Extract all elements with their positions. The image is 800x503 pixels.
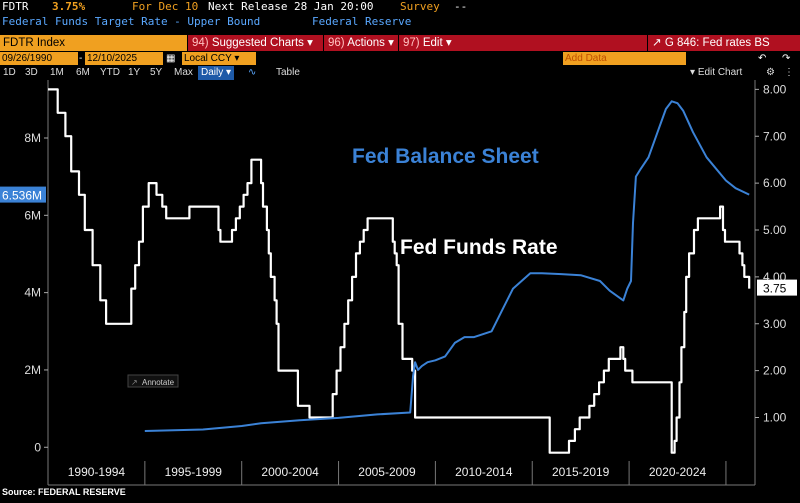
menu-number: 94) xyxy=(192,37,209,49)
ticker-label: FDTR xyxy=(2,0,29,13)
balance-sheet-line xyxy=(144,100,750,432)
undo-icon[interactable]: ↶ xyxy=(758,53,767,64)
start-date-field[interactable]: 09/26/1990 xyxy=(0,52,78,65)
currency-select[interactable]: Local CCY ▾ xyxy=(182,52,256,65)
ffr-current-badge xyxy=(757,279,797,296)
chart-id-box[interactable]: ↗ G 846: Fed rates BS xyxy=(648,35,800,51)
right-tick-label: 7.00 xyxy=(763,129,787,143)
launch-icon: ↗ xyxy=(652,37,662,49)
x-tick-label: 2015-2019 xyxy=(552,465,610,479)
chevron-down-icon: ▾ xyxy=(445,37,452,49)
redo-icon[interactable]: ↷ xyxy=(782,53,791,64)
period-ytd[interactable]: YTD xyxy=(100,67,120,78)
annotate-button[interactable]: ↗ Annotate xyxy=(127,374,179,388)
next-release-value: 28 Jan 20:00 xyxy=(294,0,374,13)
period-max[interactable]: Max xyxy=(174,67,193,78)
period-1m[interactable]: 1M xyxy=(50,67,64,78)
survey-label: Survey xyxy=(400,0,440,13)
period-1y[interactable]: 1Y xyxy=(128,67,141,78)
right-tick-label: 3.00 xyxy=(763,317,787,331)
menu-number: 97) xyxy=(403,37,420,49)
fed-funds-rate-line xyxy=(48,88,751,454)
security-label: FDTR Index xyxy=(3,37,65,49)
currency-label: Local CCY xyxy=(184,53,232,64)
period-1d[interactable]: 1D xyxy=(3,67,16,78)
actions-menu[interactable]: 96) Actions ▾ xyxy=(324,35,398,51)
period-toolbar: 1D 3D 1M 6M YTD 1Y 5Y Max Daily ▾ ∿ Tabl… xyxy=(0,66,800,80)
annotate-icon: ↗ xyxy=(131,378,138,387)
date-toolbar: 09/26/1990 - 12/10/2025 ▦ Local CCY ▾ Ad… xyxy=(0,52,800,65)
fed-funds-series-label: Fed Funds Rate xyxy=(400,236,558,259)
left-tick-label: 2M xyxy=(24,363,41,377)
x-tick-label: 1990-1994 xyxy=(68,465,126,479)
survey-value: -- xyxy=(454,0,468,13)
left-tick-label: 4M xyxy=(24,286,41,300)
release-for: For Dec 10 xyxy=(132,0,199,13)
edit-label: Edit xyxy=(422,37,443,49)
left-tick-label: 0 xyxy=(34,440,41,454)
calendar-icon[interactable]: ▦ xyxy=(166,53,176,64)
source-footer: Source: FEDERAL RESERVE xyxy=(2,487,126,497)
suggested-charts-label: Suggested Charts xyxy=(211,37,304,49)
ffr-current-value: 3.75 xyxy=(763,282,787,296)
x-tick-label: 1995-1999 xyxy=(165,465,223,479)
line-chart-icon[interactable]: ∿ xyxy=(248,67,257,78)
chart-axes: 02M4M6M8M1.002.003.004.005.006.007.008.0… xyxy=(24,80,787,486)
edit-chart-label: Edit Chart xyxy=(697,67,743,78)
balance-sheet-current-value: 6.536M xyxy=(2,189,42,203)
chart-labels: Fed Balance Sheet Fed Funds Rate ↗ Annotate… xyxy=(0,145,797,388)
right-tick-label: 2.00 xyxy=(763,364,787,378)
chart-id-label: G 846: Fed rates BS xyxy=(664,37,770,49)
more-icon[interactable]: ⋮ xyxy=(784,67,794,78)
period-3d[interactable]: 3D xyxy=(25,67,38,78)
period-6m[interactable]: 6M xyxy=(76,67,90,78)
x-tick-label: 2005-2009 xyxy=(358,465,416,479)
annotate-label: Annotate xyxy=(142,378,175,387)
x-tick-label: 2020-2024 xyxy=(649,465,707,479)
edit-menu[interactable]: 97) Edit ▾ xyxy=(399,35,647,51)
right-tick-label: 5.00 xyxy=(763,223,787,237)
left-tick-label: 6M xyxy=(24,208,41,222)
main-toolbar: FDTR Index 94) Suggested Charts ▾ 96) Ac… xyxy=(0,35,800,51)
chevron-down-icon: ▾ xyxy=(690,67,696,78)
x-tick-label: 2000-2004 xyxy=(261,465,319,479)
quote-header: FDTR 3.75% For Dec 10 Next Release 28 Ja… xyxy=(0,0,800,14)
chevron-down-icon: ▾ xyxy=(307,37,313,49)
frequency-label: Daily xyxy=(201,67,224,78)
chart-area: 02M4M6M8M1.002.003.004.005.006.007.008.0… xyxy=(0,80,797,486)
x-tick-label: 2010-2014 xyxy=(455,465,513,479)
balance-sheet-series-label: Fed Balance Sheet xyxy=(352,145,539,168)
end-date-field[interactable]: 12/10/2025 xyxy=(85,52,163,65)
chevron-down-icon: ▾ xyxy=(226,67,232,78)
security-field[interactable]: FDTR Index xyxy=(0,35,187,51)
right-tick-label: 8.00 xyxy=(763,82,787,96)
next-release-label: Next Release xyxy=(208,0,288,13)
chevron-down-icon: ▾ xyxy=(234,53,240,64)
source-name: Federal Reserve xyxy=(312,15,412,28)
chart-lines xyxy=(48,88,751,454)
frequency-select[interactable]: Daily ▾ xyxy=(198,66,235,80)
security-description: Federal Funds Target Rate - Upper Bound … xyxy=(0,14,800,29)
suggested-charts-menu[interactable]: 94) Suggested Charts ▾ xyxy=(188,35,323,51)
left-tick-label: 8M xyxy=(24,131,41,145)
period-5y[interactable]: 5Y xyxy=(150,67,163,78)
annotate-button-bg xyxy=(127,374,179,388)
menu-number: 96) xyxy=(328,37,345,49)
start-date: 09/26/1990 xyxy=(2,53,53,64)
actions-label: Actions xyxy=(347,37,385,49)
chevron-down-icon: ▾ xyxy=(388,37,394,49)
balance-sheet-current-badge xyxy=(0,186,46,203)
add-data-input[interactable]: Add Data xyxy=(563,52,686,65)
edit-chart-button[interactable]: ▾ Edit Chart xyxy=(690,66,742,80)
settings-icon[interactable]: ⚙ xyxy=(766,67,775,78)
date-separator: - xyxy=(79,53,83,64)
right-tick-label: 1.00 xyxy=(763,411,787,425)
add-data-placeholder: Add Data xyxy=(565,53,607,64)
end-date: 12/10/2025 xyxy=(87,53,138,64)
last-value: 3.75% xyxy=(52,0,86,13)
right-tick-label: 6.00 xyxy=(763,176,787,190)
description-text: Federal Funds Target Rate - Upper Bound xyxy=(2,15,261,28)
table-tab[interactable]: Table xyxy=(276,67,300,78)
